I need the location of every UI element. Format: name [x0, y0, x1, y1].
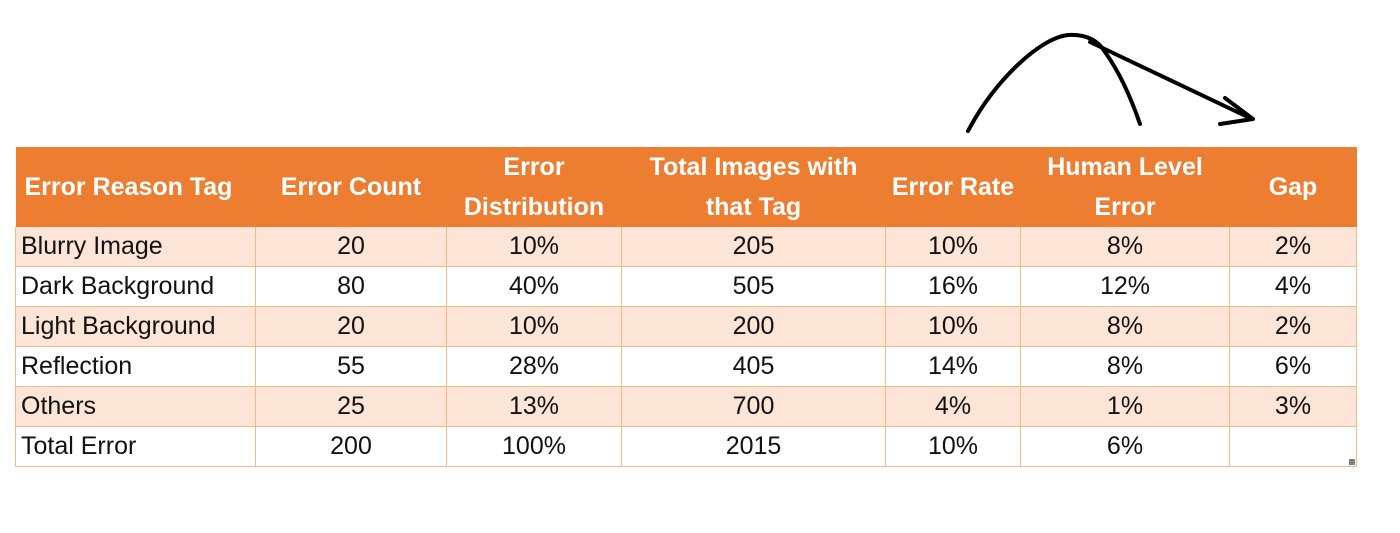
table-cell[interactable]: 13%	[446, 386, 622, 427]
table-row-total: Total Error 200 100% 2015 10% 6%	[15, 426, 1357, 467]
table-cell[interactable]: Light Background	[15, 306, 256, 347]
header-cell-human-level-error: Human Level Error	[1020, 147, 1230, 227]
table-cell[interactable]: 10%	[885, 227, 1021, 267]
header-cell-total-images: Total Images with that Tag	[621, 147, 886, 227]
table-cell[interactable]: 700	[621, 386, 886, 427]
header-cell-gap: Gap	[1229, 147, 1357, 227]
table-cell[interactable]: 100%	[446, 426, 622, 467]
table-cell[interactable]: 10%	[446, 306, 622, 347]
table-cell[interactable]: 25	[255, 386, 447, 427]
table-cell[interactable]: Dark Background	[15, 266, 256, 307]
arrow-stroke-shaft	[1088, 40, 1254, 121]
table-cell[interactable]	[1229, 426, 1357, 467]
table-cell[interactable]: 10%	[885, 306, 1021, 347]
table-cell[interactable]: 55	[255, 346, 447, 387]
table-cell[interactable]: 4%	[885, 386, 1021, 427]
table-cell[interactable]: 28%	[446, 346, 622, 387]
header-cell-error-reason-tag: Error Reason Tag	[15, 147, 256, 227]
table-cell[interactable]: 1%	[1020, 386, 1230, 427]
arrow-stroke-arc	[966, 32, 1142, 133]
table-cell[interactable]: 20	[255, 227, 447, 267]
table-cell[interactable]: 505	[621, 266, 886, 307]
table-cell[interactable]: 8%	[1020, 227, 1230, 267]
table-cell[interactable]: 12%	[1020, 266, 1230, 307]
table-cell[interactable]: 80	[255, 266, 447, 307]
table-cell[interactable]: 10%	[885, 426, 1021, 467]
table-cell[interactable]: 200	[621, 306, 886, 347]
header-row: Error Reason Tag Error Count Error Distr…	[15, 147, 1357, 227]
error-analysis-table: Error Reason Tag Error Count Error Distr…	[15, 147, 1357, 467]
table-cell[interactable]: 6%	[1229, 346, 1357, 387]
table-row: Others 25 13% 700 4% 1% 3%	[15, 386, 1357, 427]
table-cell[interactable]: 200	[255, 426, 447, 467]
header-cell-error-distribution: Error Distribution	[446, 147, 622, 227]
table-cell[interactable]: 205	[621, 227, 886, 267]
table-cell[interactable]: 2%	[1229, 227, 1357, 267]
table-cell[interactable]: Blurry Image	[15, 227, 256, 267]
table-row: Light Background 20 10% 200 10% 8% 2%	[15, 306, 1357, 347]
header-cell-error-rate: Error Rate	[885, 147, 1021, 227]
table-row: Reflection 55 28% 405 14% 8% 6%	[15, 346, 1357, 387]
table-cell[interactable]: Reflection	[15, 346, 256, 387]
table-row: Dark Background 80 40% 505 16% 12% 4%	[15, 266, 1357, 307]
table-cell[interactable]: 10%	[446, 227, 622, 267]
table-cell[interactable]: 20	[255, 306, 447, 347]
table-cell[interactable]: 8%	[1020, 346, 1230, 387]
table-resize-handle[interactable]	[1349, 459, 1355, 465]
table-cell[interactable]: 3%	[1229, 386, 1357, 427]
table-cell[interactable]: 16%	[885, 266, 1021, 307]
table-cell[interactable]: 6%	[1020, 426, 1230, 467]
table-cell[interactable]: 14%	[885, 346, 1021, 387]
table-row: Blurry Image 20 10% 205 10% 8% 2%	[15, 227, 1357, 267]
table-cell[interactable]: 8%	[1020, 306, 1230, 347]
table-cell[interactable]: 2%	[1229, 306, 1357, 347]
table-cell[interactable]: 40%	[446, 266, 622, 307]
table-cell[interactable]: 405	[621, 346, 886, 387]
table-cell[interactable]: 2015	[621, 426, 886, 467]
header-cell-error-count: Error Count	[255, 147, 447, 227]
arrow-head	[1218, 96, 1255, 126]
table-cell[interactable]: Others	[15, 386, 256, 427]
table-cell[interactable]: Total Error	[15, 426, 256, 467]
table-cell[interactable]: 4%	[1229, 266, 1357, 307]
